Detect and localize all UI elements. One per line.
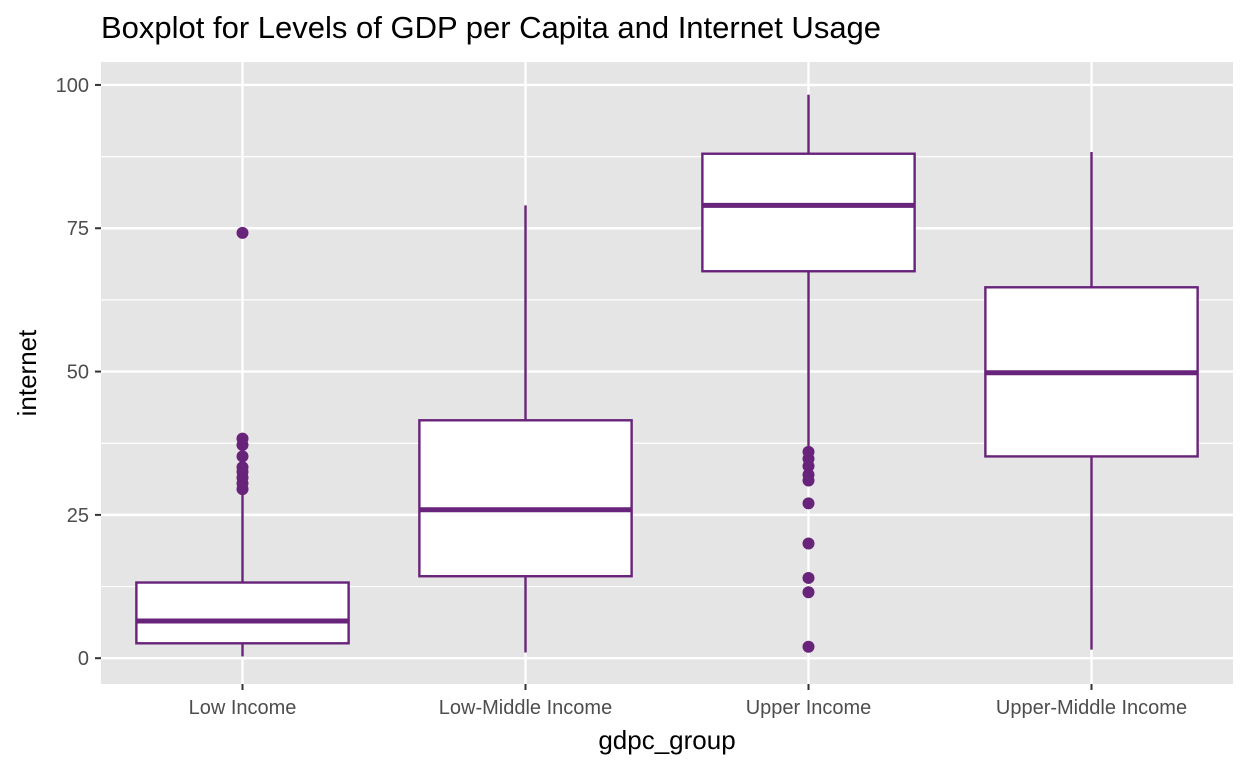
boxes [135, 94, 1199, 657]
outlier-point [236, 432, 249, 445]
box-group [418, 205, 633, 653]
box-group [135, 226, 350, 657]
y-axis-title: internet [12, 329, 42, 416]
y-tick-label: 0 [78, 648, 89, 670]
x-tick-label: Low-Middle Income [439, 697, 612, 719]
outlier-point [802, 537, 815, 550]
x-tick-label: Upper-Middle Income [996, 697, 1187, 719]
y-tick-label: 25 [67, 505, 89, 527]
outlier-point [802, 445, 815, 458]
outlier-point [236, 226, 249, 239]
y-tick-label: 50 [67, 362, 89, 384]
y-tick-label: 100 [56, 75, 89, 97]
box-body [701, 152, 916, 273]
x-axis: Low Income Low-Middle Income Upper Income U… [189, 684, 1187, 719]
box-group [984, 152, 1199, 650]
y-tick-label: 75 [67, 218, 89, 240]
outlier-point [236, 461, 249, 474]
outlier-point [236, 450, 249, 463]
x-tick-label: Upper Income [746, 697, 872, 719]
outlier-point [802, 586, 815, 599]
outlier-point [802, 468, 815, 481]
box-body [418, 419, 633, 578]
y-axis: 0 25 50 75 100 [56, 75, 101, 670]
chart-title: Boxplot for Levels of GDP per Capita and… [101, 10, 882, 45]
x-tick-label: Low Income [189, 697, 297, 719]
box-group [701, 94, 916, 653]
outlier-point [802, 497, 815, 510]
outlier-point [802, 571, 815, 584]
outlier-point [802, 640, 815, 653]
box-body [135, 581, 350, 645]
x-axis-title: gdpc_group [598, 725, 735, 755]
